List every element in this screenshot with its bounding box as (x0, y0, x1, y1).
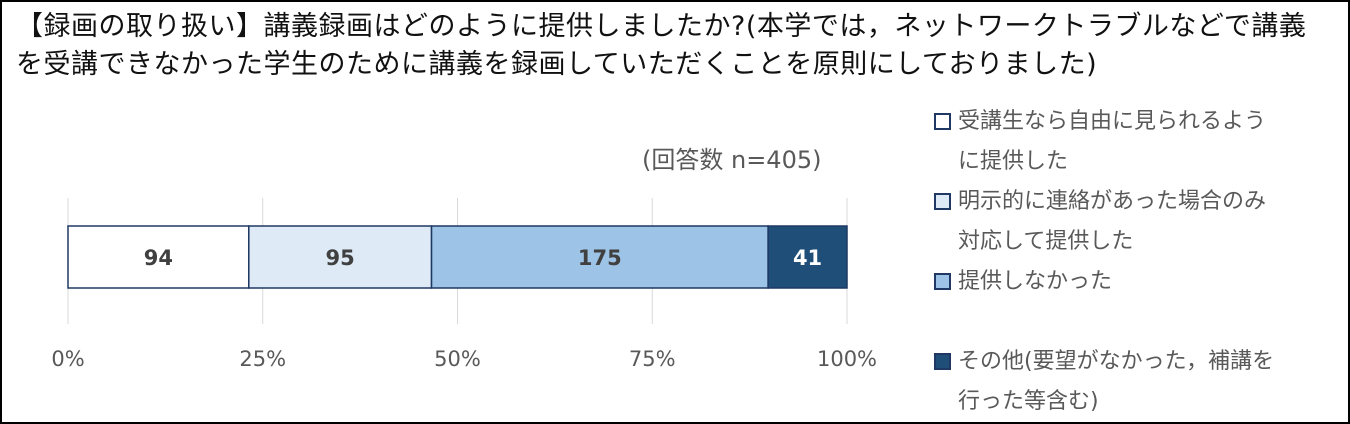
data-label: 94 (144, 246, 173, 270)
legend: 受講生なら自由に見られるよう に提供した 明示的に連絡があった場合のみ 対応して… (932, 102, 1332, 422)
bar-segment (430, 225, 769, 289)
x-tick-label: 25% (239, 347, 286, 371)
data-label: 95 (326, 246, 355, 270)
legend-label: 行った等含む) (958, 389, 1099, 414)
bar-segment (248, 225, 433, 289)
legend-label: に提供した (958, 149, 1069, 174)
legend-label: 提供しなかった (958, 269, 1113, 294)
legend-label: 明示的に連絡があった場合のみ (958, 189, 1267, 214)
legend-label: その他(要望がなかった，補講を (958, 349, 1275, 374)
x-tick-label: 100% (817, 347, 877, 371)
legend-swatch (934, 113, 951, 130)
legend-swatch (934, 353, 951, 370)
legend-label: 受講生なら自由に見られるよう (958, 109, 1267, 134)
chart-title: 【録画の取り扱い】講義録画はどのように提供しましたか?(本学では，ネットワークト… (16, 11, 1307, 80)
legend-swatch (934, 193, 951, 210)
legend-item: その他(要望がなかった，補講を 行った等含む) (932, 342, 1332, 422)
bar-segment (767, 225, 848, 289)
legend-swatch (934, 273, 951, 290)
x-tick-label: 75% (629, 347, 676, 371)
data-label: 175 (578, 246, 622, 270)
legend-item: 受講生なら自由に見られるよう に提供した (932, 102, 1332, 182)
legend-item: 提供しなかった (932, 262, 1332, 342)
legend-label: 対応して提供した (958, 229, 1134, 254)
x-tick-label: 0% (51, 347, 84, 371)
response-count-note: (回答数 n=405) (642, 146, 822, 174)
x-tick-label: 50% (434, 347, 481, 371)
bar-segment (67, 225, 250, 289)
data-label: 41 (793, 246, 822, 270)
legend-item: 明示的に連絡があった場合のみ 対応して提供した (932, 182, 1332, 262)
